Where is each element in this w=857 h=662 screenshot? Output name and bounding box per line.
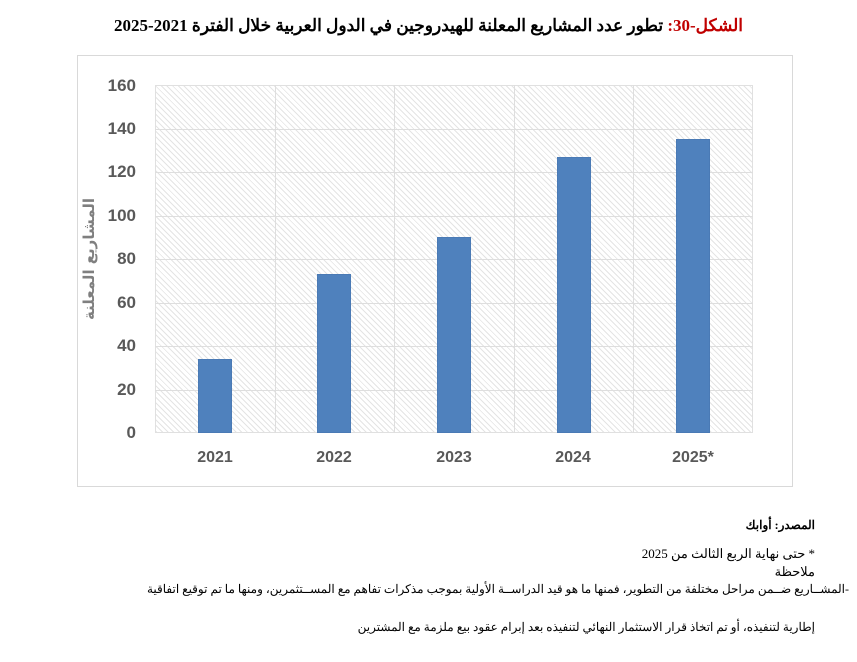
vgridline (514, 85, 515, 433)
x-tick: 2025* (672, 449, 714, 466)
y-tick: 100 (107, 206, 136, 225)
gridline-120 (155, 172, 753, 173)
vgridline (275, 85, 276, 433)
y-tick: 40 (117, 336, 136, 355)
gridline-140 (155, 128, 753, 130)
x-tick: 2024 (555, 449, 591, 466)
x-tick: 2022 (316, 449, 352, 466)
y-tick: 120 (107, 162, 136, 181)
chart-title: الشكل-30: تطور عدد المشاريع المعلنة للهي… (0, 16, 857, 46)
bar-2023 (437, 237, 471, 433)
gridline-100 (155, 215, 753, 217)
x-tick: 2023 (436, 449, 472, 466)
y-tick: 140 (107, 119, 136, 138)
source-note: المصدر: أوابك (745, 518, 815, 532)
remark-label: ملاحظة (774, 564, 815, 579)
bar-2025 (676, 139, 711, 433)
y-axis-label: المشاريع المعلنة (80, 197, 98, 321)
vgridline (394, 85, 395, 433)
vgridline (633, 85, 634, 433)
y-tick: 0 (126, 423, 136, 442)
bar-2021 (197, 359, 232, 433)
figure-number: الشكل-30: (667, 16, 744, 35)
remark-text-line2: إطارية لتنفيذه، أو تم اتخاذ قرار الاستثم… (357, 620, 815, 634)
y-tick: 160 (107, 76, 136, 95)
y-tick: 60 (117, 293, 136, 312)
x-tick: 2021 (197, 449, 233, 466)
bar-2024 (556, 156, 591, 433)
bar-2022 (317, 274, 352, 433)
remark-text-line1: -المشــاريع ضــمن مراحل مختلفة من التطوي… (146, 582, 849, 596)
figure-title-text: تطور عدد المشاريع المعلنة للهيدروجين في … (113, 16, 668, 35)
y-tick: 20 (117, 380, 136, 399)
y-tick: 80 (117, 249, 136, 268)
footnote-star: * حتى نهاية الربع الثالث من 2025 (641, 546, 815, 561)
